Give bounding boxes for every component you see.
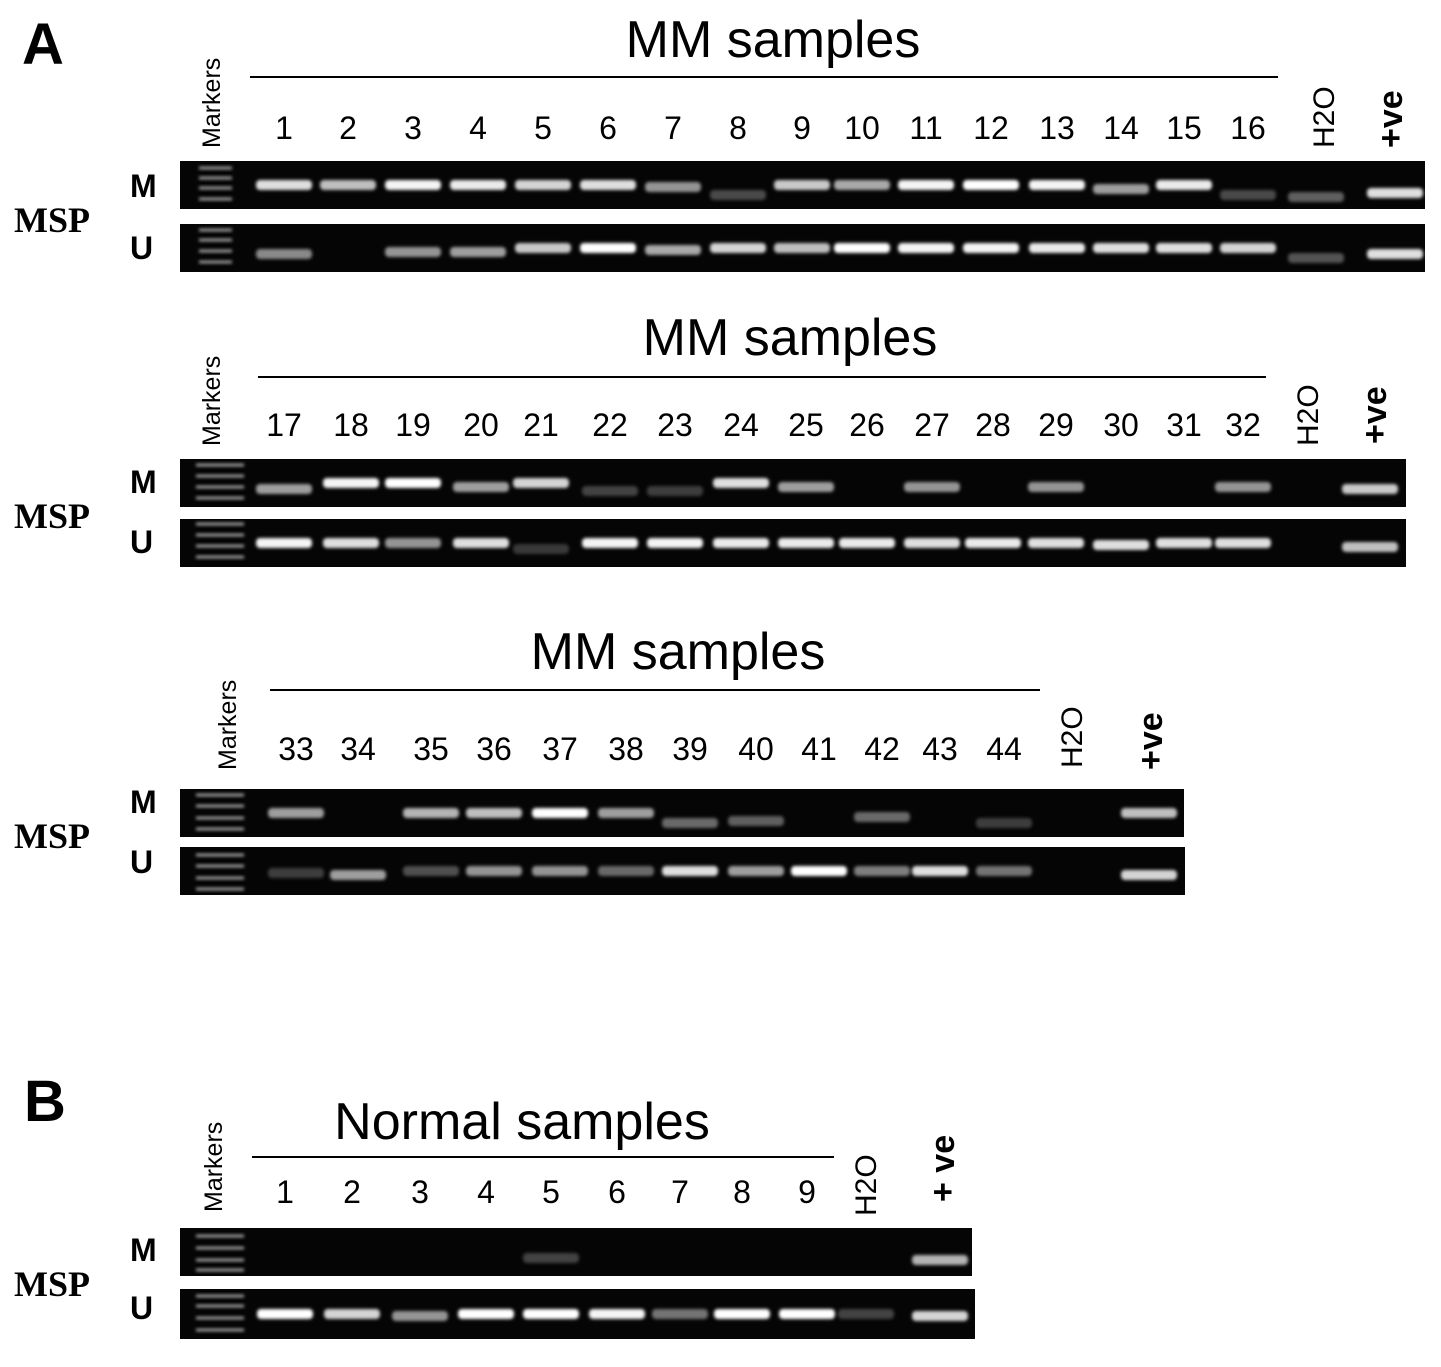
lane-label: 21 [523, 407, 559, 443]
lane-label: 1 [276, 1174, 294, 1210]
lane-label: 8 [733, 1174, 751, 1210]
title-underline [258, 376, 1266, 378]
lane-label: 34 [340, 731, 376, 767]
lane-label: 2 [339, 110, 357, 146]
panel-b-letter: B [24, 1069, 66, 1134]
lane-label: 37 [542, 731, 578, 767]
lane-label: 36 [476, 731, 512, 767]
lane-label: 28 [975, 407, 1011, 443]
msp-label: MSP [14, 200, 90, 240]
lane-label: 43 [922, 731, 958, 767]
unmethylated-label: U [130, 524, 154, 560]
lane-label: 20 [463, 407, 499, 443]
methylated-label: M [130, 168, 157, 204]
unmethylated-label: U [130, 1290, 154, 1326]
lane-label: 7 [664, 110, 682, 146]
section-title: MM samples [642, 309, 938, 367]
section-title: MM samples [530, 623, 826, 681]
lane-label: 18 [333, 407, 369, 443]
lane-label: 11 [909, 110, 943, 146]
lane-label: 38 [608, 731, 644, 767]
lane-label: 6 [599, 110, 617, 146]
lane-label: 29 [1038, 407, 1074, 443]
methylated-label: M [130, 784, 157, 820]
lane-label: 23 [657, 407, 693, 443]
lane-label: 42 [864, 731, 900, 767]
methylated-label: M [130, 464, 157, 500]
lane-label: 12 [973, 110, 1009, 146]
section-title: MM samples [625, 11, 921, 69]
lane-label: 22 [592, 407, 628, 443]
lane-label: 30 [1103, 407, 1139, 443]
lane-label: 25 [788, 407, 824, 443]
lane-label: 10 [844, 110, 880, 146]
lane-label: 16 [1230, 110, 1266, 146]
lane-label: 5 [534, 110, 552, 146]
lane-label: 3 [404, 110, 422, 146]
lane-label: 17 [266, 407, 302, 443]
lane-label: 35 [413, 731, 449, 767]
lane-label: 27 [914, 407, 950, 443]
title-underline [252, 1156, 834, 1158]
unmethylated-label: U [130, 230, 154, 266]
title-underline [270, 689, 1040, 691]
lane-label: 24 [723, 407, 759, 443]
unmethylated-label: U [130, 844, 154, 880]
lane-label: 39 [672, 731, 708, 767]
lane-label: 32 [1225, 407, 1261, 443]
lane-label: 9 [798, 1174, 816, 1210]
lane-label: 26 [849, 407, 885, 443]
lane-label: 5 [542, 1174, 560, 1210]
lane-label: 15 [1166, 110, 1202, 146]
lane-label: 44 [986, 731, 1022, 767]
msp-label: MSP [14, 1264, 90, 1304]
lane-label: 4 [477, 1174, 495, 1210]
lane-label: 33 [278, 731, 314, 767]
lane-label: 6 [608, 1174, 626, 1210]
lane-label: 1 [275, 110, 293, 146]
lane-label: 8 [729, 110, 747, 146]
lane-label: 41 [801, 731, 837, 767]
msp-label: MSP [14, 816, 90, 856]
msp-label: MSP [14, 496, 90, 536]
title-underline [250, 76, 1278, 78]
lane-label: 7 [671, 1174, 689, 1210]
lane-label: 3 [411, 1174, 429, 1210]
lane-label: 4 [469, 110, 487, 146]
lane-label: 40 [738, 731, 774, 767]
lane-label: 13 [1039, 110, 1075, 146]
lane-label: 2 [343, 1174, 361, 1210]
lane-label: 9 [793, 110, 811, 146]
lane-label: 19 [395, 407, 431, 443]
lane-label: 14 [1103, 110, 1139, 146]
section-title: Normal samples [334, 1093, 710, 1151]
panel-a-letter: A [22, 12, 64, 77]
methylated-label: M [130, 1232, 157, 1268]
lane-label: 31 [1166, 407, 1202, 443]
